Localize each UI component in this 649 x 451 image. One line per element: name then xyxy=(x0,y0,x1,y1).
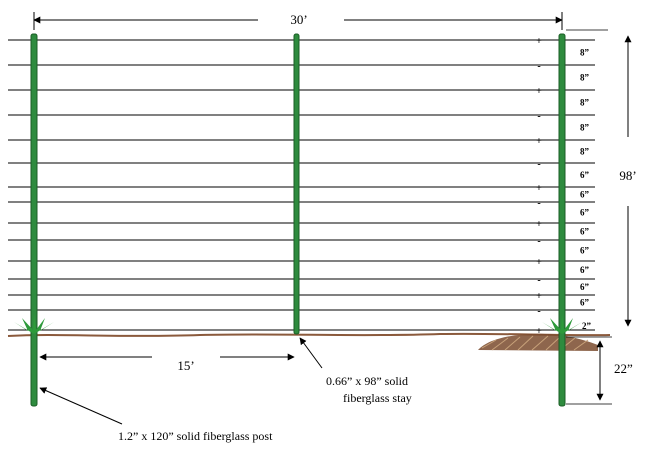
post-leader-line xyxy=(39,387,123,425)
right-post xyxy=(558,33,566,407)
wire-polarity-2: - xyxy=(537,61,540,72)
wire-polarity-8: - xyxy=(537,198,540,209)
wire-polarity-12: - xyxy=(537,275,540,286)
left-grass-tuft xyxy=(14,314,54,334)
wire-polarity-14: - xyxy=(537,306,540,317)
wire-spacing-label-9: 6” xyxy=(580,227,590,237)
wire-spacing-label-3: 8” xyxy=(580,98,590,108)
wire-polarity-9: + xyxy=(536,219,542,230)
post-label: 1.2” x 120” solid fiberglass post xyxy=(118,429,273,443)
wire-polarity-15: + xyxy=(536,326,542,337)
center-stay xyxy=(293,33,300,335)
ground-mound xyxy=(478,333,598,351)
wire-spacing-label-5: 8” xyxy=(580,147,590,157)
wire-polarity-6: - xyxy=(537,159,540,170)
half-span-dimension-label: 15’ xyxy=(177,358,194,373)
wire-spacing-label-6: 6” xyxy=(580,170,590,180)
wire-spacing-label-4: 8” xyxy=(580,123,590,133)
left-post xyxy=(30,33,38,407)
stay-leader-line xyxy=(299,337,323,369)
wire-spacing-label-8: 6” xyxy=(580,208,590,218)
wire-spacing-label-2: 8” xyxy=(580,73,590,83)
wire-polarity-5: + xyxy=(536,136,542,147)
wire-spacing-label-1: 8” xyxy=(580,48,590,58)
wire-polarity-13: + xyxy=(536,291,542,302)
wire-polarity-11: + xyxy=(536,257,542,268)
wire-polarity-7: + xyxy=(536,183,542,194)
wire-group: + - + - + - + - + - + - + - +8” 8” 8” 8” 8” 6” 6” 6” 6” 6” 6” 6” 6… xyxy=(8,36,595,337)
stay-label-line2: fiberglass stay xyxy=(343,391,412,405)
right-grass-tuft xyxy=(542,314,582,334)
wire-polarity-3: + xyxy=(536,86,542,97)
height-dimension-label: 98’ xyxy=(619,168,636,183)
wire-polarity-10: - xyxy=(537,236,540,247)
wire-polarity-4: - xyxy=(537,111,540,122)
span-dimension-label: 30’ xyxy=(290,12,307,27)
wire-spacing-label-7: 6” xyxy=(580,190,590,200)
wire-spacing-label-14: 2” xyxy=(582,321,592,331)
wire-spacing-label-11: 6” xyxy=(580,265,590,275)
wire-polarity-1: + xyxy=(536,36,542,47)
wire-spacing-label-13: 6” xyxy=(580,298,590,308)
wire-spacing-label-10: 6” xyxy=(580,246,590,256)
depth-dimension-label: 22” xyxy=(614,361,633,376)
stay-label-line1: 0.66” x 98” solid xyxy=(326,374,408,388)
wire-spacing-label-12: 6” xyxy=(580,282,590,292)
